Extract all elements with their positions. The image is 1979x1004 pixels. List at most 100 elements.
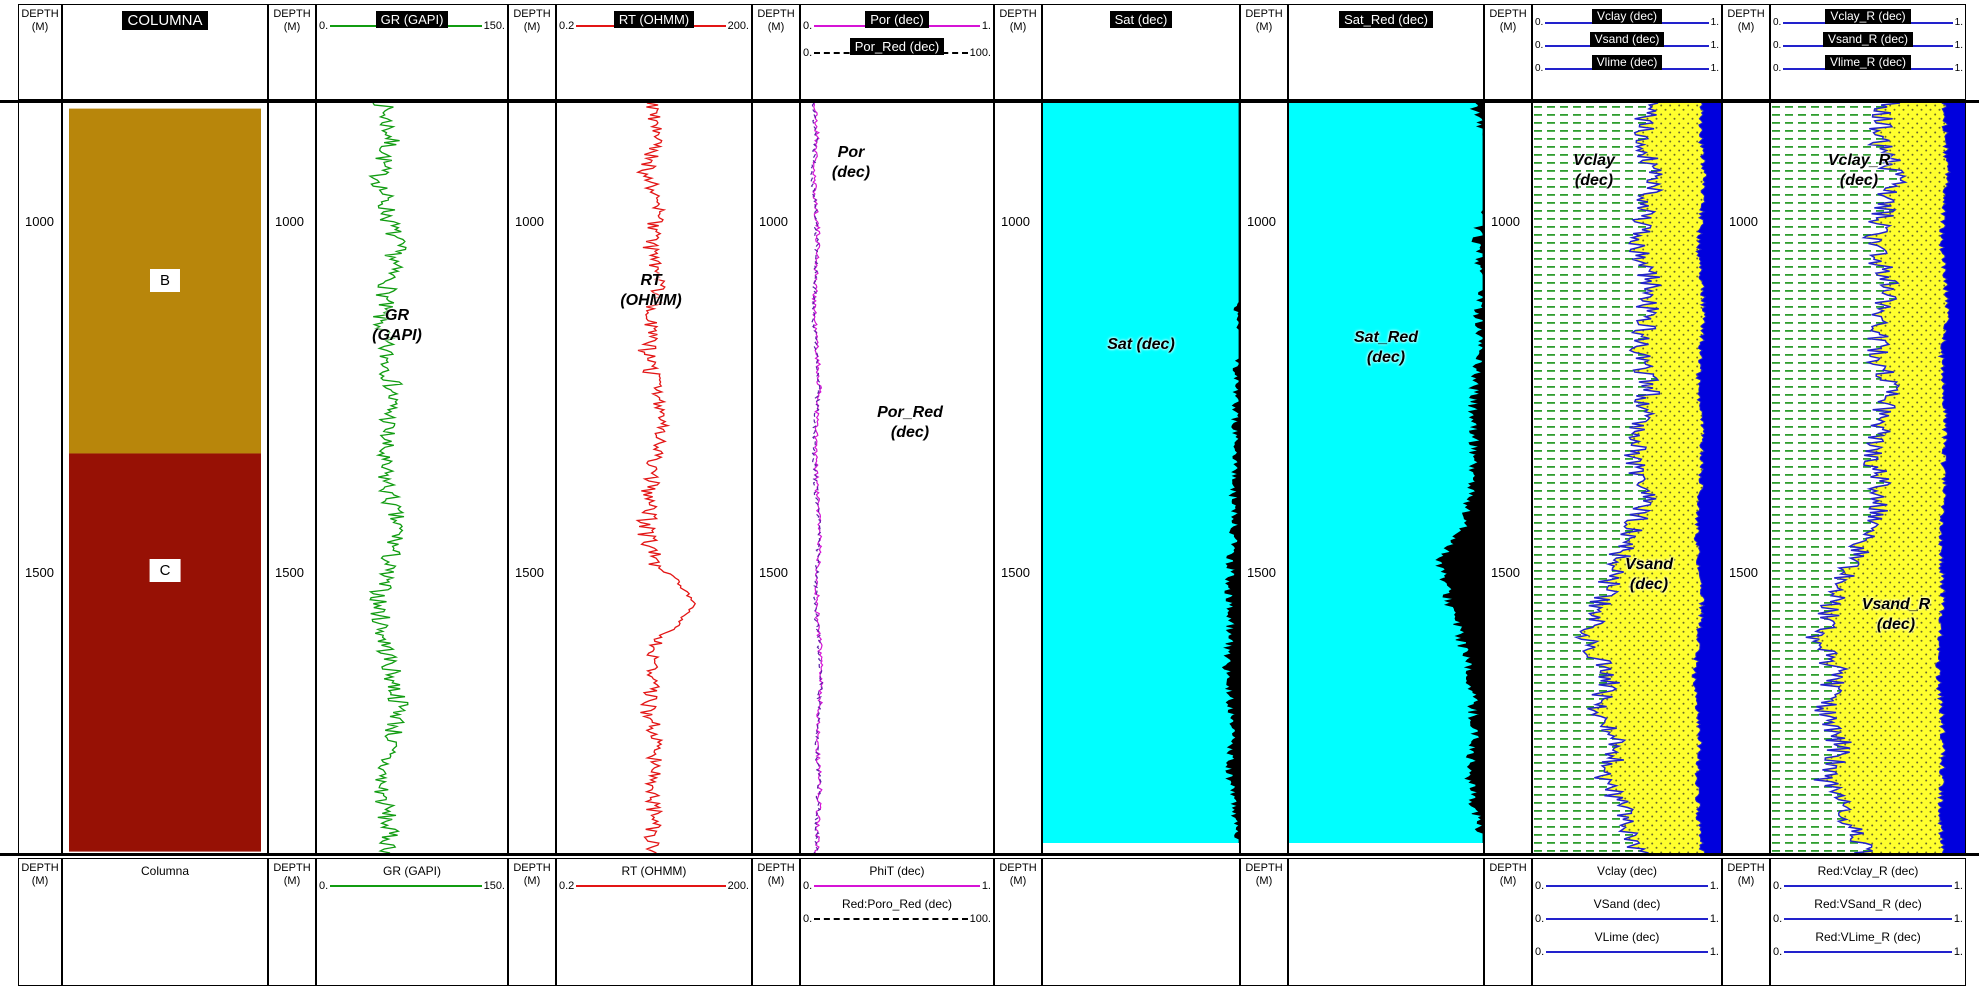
gr-footer: GR (GAPI) 0. 150. [316, 858, 508, 986]
depth-unit: (M) [523, 21, 541, 33]
vclay-footer-scale: 0. 1. [1533, 880, 1721, 892]
vclay-r-footer: Red:Vclay_R (dec) 0. 1. Red:VSand_R (dec… [1770, 858, 1966, 986]
columna-title: COLUMNA [122, 11, 208, 30]
depth-footer-2: DEPTH (M) [268, 858, 316, 986]
vlime-r-footer-line [1784, 951, 1952, 953]
phit-footer-scale: 0. 1. [801, 880, 993, 892]
vsand-annotation: Vsand (dec) [1624, 556, 1673, 593]
unit-b-label: B [149, 269, 181, 292]
gr-track: GR (GAPI) [316, 103, 508, 853]
header-row: DEPTH (M) COLUMNA DEPTH (M) GR (GAPI) 0. 1… [0, 4, 1979, 100]
columna-lithology-fill [69, 108, 261, 852]
vsand-r-footer-label: Red:VSand_R (dec) [1814, 897, 1922, 911]
gr-title: GR (GAPI) [375, 11, 449, 28]
gr-scale-min: 0. [319, 20, 329, 32]
vclay-footer-min: 0. [1535, 880, 1545, 892]
vclay-title: Vclay (dec) [1591, 9, 1663, 24]
vsand-r-title: Vsand_R (dec) [1822, 32, 1914, 47]
depth-unit: (M) [1009, 875, 1027, 887]
columna-footer: Columna [62, 858, 268, 986]
vclay-footer-line [1546, 885, 1708, 887]
depth-track-3: 1000 1500 [508, 103, 556, 853]
vclay-track: Vclay (dec) Vsand (dec) [1532, 103, 1722, 853]
por-annotation: Por (dec) [831, 144, 871, 181]
vsand-r-footer-scale: 0. 1. [1771, 913, 1965, 925]
vclay-r-footer-line [1784, 885, 1952, 887]
sat-red-title: Sat_Red (dec) [1339, 11, 1433, 28]
poro-red-footer-scale: 0. 100. [801, 913, 993, 925]
depth-footer-5: DEPTH (M) [994, 858, 1042, 986]
por-header: Por (dec) 0. 1. Por_Red (dec) 0. 100. [800, 4, 994, 100]
poro-red-footer-max: 100. [969, 913, 991, 925]
unit-c-label: C [149, 559, 181, 582]
rt-curve [635, 103, 697, 853]
depth-footer-1: DEPTH (M) [18, 858, 62, 986]
depth-footer-6: DEPTH (M) [1240, 858, 1288, 986]
vlime-r-scale-min: 0. [1773, 63, 1782, 74]
vsand-footer-max: 1. [1709, 913, 1719, 925]
vsand-scale-min: 0. [1535, 40, 1544, 51]
vsand-footer-min: 0. [1535, 913, 1545, 925]
depth-label: DEPTH [757, 8, 795, 20]
depth-label: DEPTH [1489, 862, 1527, 874]
depth-label: DEPTH [1245, 862, 1283, 874]
depth-tick-1000: 1000 [759, 214, 788, 229]
depth-unit: (M) [283, 21, 301, 33]
depth-label: DEPTH [999, 862, 1037, 874]
vlime-scale-min: 0. [1535, 63, 1544, 74]
depth-track-7: 1000 1500 [1484, 103, 1532, 853]
depth-track-4: 1000 1500 [752, 103, 800, 853]
depth-unit: (M) [31, 875, 49, 887]
depth-label: DEPTH [273, 862, 311, 874]
vlime-scale-max: 1. [1710, 63, 1719, 74]
rt-footer-max: 200. [727, 880, 749, 892]
depth-track-8: 1000 1500 [1722, 103, 1770, 853]
rt-title: RT (OHMM) [613, 11, 695, 28]
vclay-r-footer-min: 0. [1773, 880, 1783, 892]
vclay-r-title: Vclay_R (dec) [1825, 9, 1911, 24]
footer-row: DEPTH (M) Columna DEPTH (M) GR (GAPI) 0. 1… [0, 858, 1979, 986]
depth-label: DEPTH [1727, 862, 1765, 874]
sat-red-fill [1289, 103, 1483, 843]
depth-tick-1000: 1000 [25, 214, 54, 229]
depth-unit: (M) [767, 21, 785, 33]
vclay-footer-label: Vclay (dec) [1596, 864, 1658, 878]
gr-footer-min: 0. [319, 880, 329, 892]
depth-tick-1000: 1000 [275, 214, 304, 229]
sat-red-annotation: Sat_Red (dec) [1353, 329, 1419, 366]
sat-red-footer [1288, 858, 1484, 986]
sat-fill [1043, 103, 1239, 843]
vclay-footer: Vclay (dec) 0. 1. VSand (dec) 0. 1. VLim… [1532, 858, 1722, 986]
depth-footer-7: DEPTH (M) [1484, 858, 1532, 986]
por-track: Por (dec) Por_Red (dec) [800, 103, 994, 853]
vclay-scale-max: 1. [1710, 17, 1719, 28]
vclay-r-scale-max: 1. [1954, 17, 1963, 28]
depth-track-2: 1000 1500 [268, 103, 316, 853]
poro-red-footer-min: 0. [803, 913, 813, 925]
depth-unit: (M) [1737, 875, 1755, 887]
depth-unit: (M) [1255, 21, 1273, 33]
vsand-r-footer-min: 0. [1773, 913, 1783, 925]
vsand-r-annotation: Vsand_R (dec) [1861, 596, 1931, 633]
rt-scale-min: 0.2 [559, 20, 575, 32]
vlime-r-scale-max: 1. [1954, 63, 1963, 74]
vclay-footer-max: 1. [1709, 880, 1719, 892]
sat-track: Sat (dec) [1042, 103, 1240, 853]
vlime-footer-line [1546, 951, 1708, 953]
depth-label: DEPTH [513, 862, 551, 874]
depth-header-1: DEPTH (M) [18, 4, 62, 100]
gr-header: GR (GAPI) 0. 150. [316, 4, 508, 100]
phit-footer-label: PhiT (dec) [869, 864, 925, 878]
rt-footer-line [576, 885, 726, 887]
depth-label: DEPTH [21, 862, 59, 874]
depth-unit: (M) [283, 875, 301, 887]
depth-tick-1500: 1500 [759, 565, 788, 580]
rt-annotation: RT (OHMM) [620, 272, 682, 309]
depth-unit: (M) [1255, 875, 1273, 887]
vlime-r-title: Vlime_R (dec) [1824, 55, 1912, 70]
vsand-r-scale-min: 0. [1773, 40, 1782, 51]
depth-footer-3: DEPTH (M) [508, 858, 556, 986]
depth-tick-1500: 1500 [1247, 565, 1276, 580]
vlime-footer-scale: 0. 1. [1533, 946, 1721, 958]
phit-footer-max: 1. [981, 880, 991, 892]
